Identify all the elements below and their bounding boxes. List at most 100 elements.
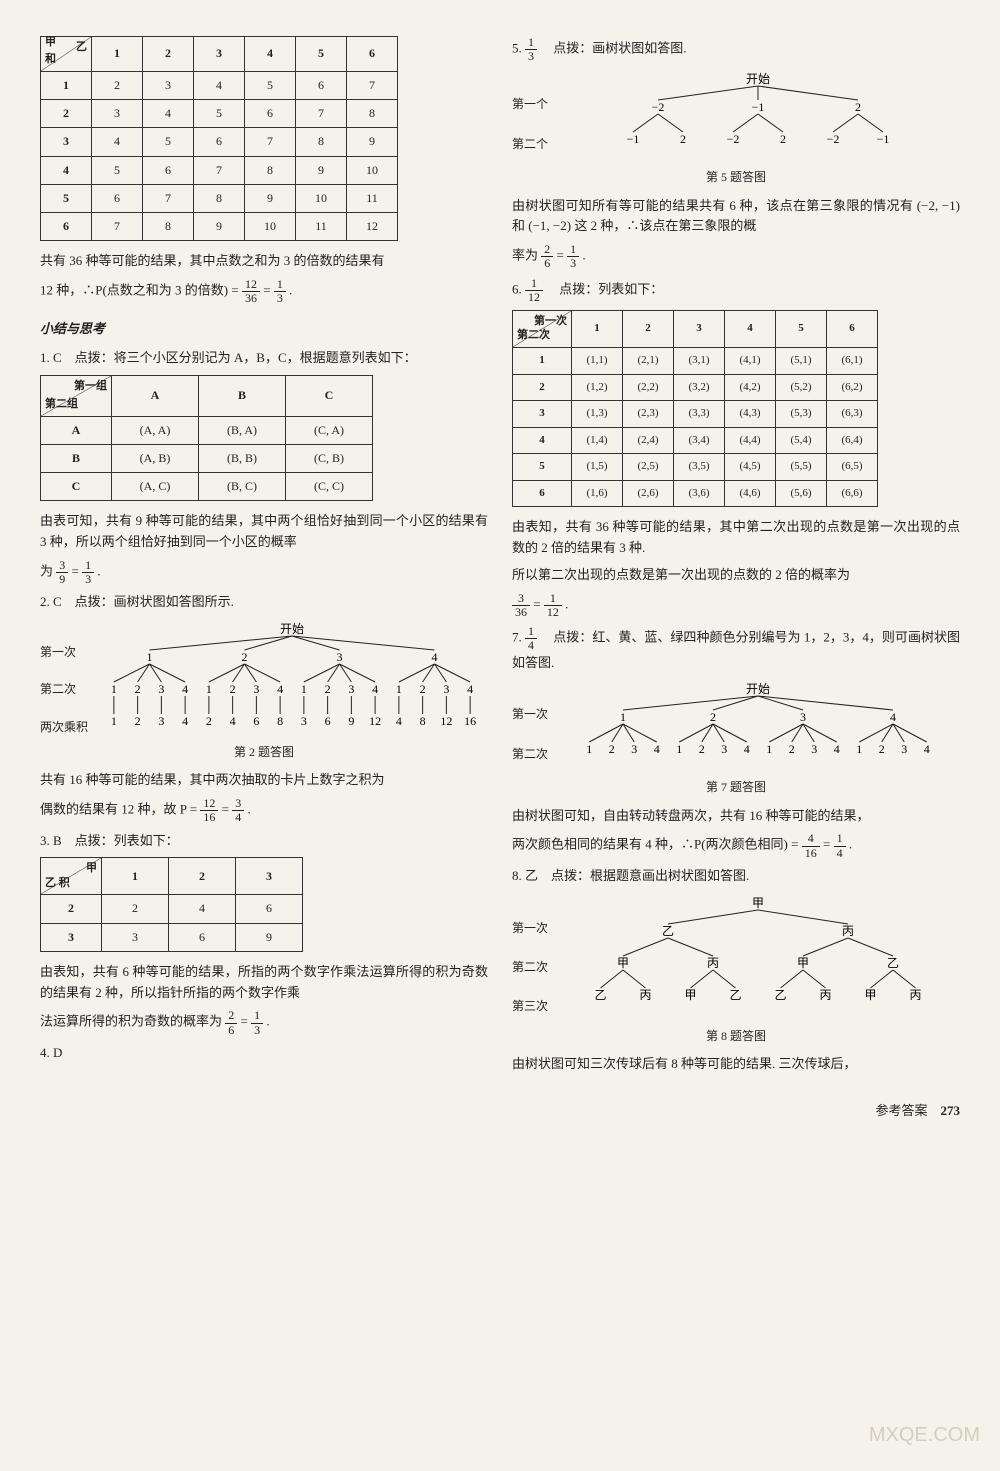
q6-note1: 由表知，共有 36 种等可能的结果，其中第二次出现的点数是第一次出现的点数的 2… — [512, 517, 960, 559]
svg-text:1: 1 — [856, 742, 862, 756]
svg-text:甲: 甲 — [684, 988, 696, 1002]
svg-text:4: 4 — [277, 682, 283, 696]
svg-text:1: 1 — [676, 742, 682, 756]
q5-note2: 率为 26 = 13 . — [512, 243, 960, 270]
q5-tree: 第一个 第二个 开始−2−12−12−22−2−1 第 5 题答图 — [512, 71, 960, 187]
svg-text:2: 2 — [206, 714, 212, 728]
svg-text:2: 2 — [230, 682, 236, 696]
q1-note2: 为 39 = 13 . — [40, 559, 488, 586]
svg-text:8: 8 — [277, 714, 283, 728]
svg-text:−1: −1 — [752, 100, 765, 114]
svg-text:2: 2 — [879, 742, 885, 756]
svg-text:2: 2 — [609, 742, 615, 756]
q7-note2: 两次颜色相同的结果有 4 种，∴P(两次颜色相同) = 416 = 14 . — [512, 832, 960, 859]
q8-tree: 第一次 第二次 第三次 甲乙丙甲丙甲乙乙丙甲乙乙丙甲丙 第 8 题答图 — [512, 895, 960, 1046]
q3-note2: 法运算所得的积为奇数的概率为 26 = 13 . — [40, 1009, 488, 1036]
svg-text:4: 4 — [467, 682, 473, 696]
svg-text:3: 3 — [158, 714, 164, 728]
q1-label: 1. C 点拨：将三个小区分别记为 A，B，C，根据题意列表如下： — [40, 348, 488, 369]
svg-text:丙: 丙 — [639, 988, 651, 1002]
q1-note1: 由表可知，共有 9 种等可能的结果，其中两个组恰好抽到同一个小区的结果有 3 种… — [40, 511, 488, 553]
svg-text:4: 4 — [396, 714, 402, 728]
svg-text:3: 3 — [800, 710, 806, 724]
svg-text:3: 3 — [348, 682, 354, 696]
svg-text:6: 6 — [325, 714, 331, 728]
svg-text:1: 1 — [206, 682, 212, 696]
t1-note2: 12 种，∴P(点数之和为 3 的倍数) = 1236 = 13 . — [40, 278, 488, 305]
svg-text:丙: 丙 — [909, 988, 921, 1002]
svg-text:3: 3 — [901, 742, 907, 756]
watermark: MXQE.COM — [869, 1419, 980, 1451]
svg-text:乙: 乙 — [729, 988, 741, 1002]
svg-text:1: 1 — [620, 710, 626, 724]
svg-text:丙: 丙 — [707, 956, 719, 970]
svg-text:4: 4 — [890, 710, 896, 724]
svg-text:开始: 开始 — [280, 622, 304, 636]
svg-text:2: 2 — [135, 714, 141, 728]
q2-label: 2. C 点拨：画树状图如答图所示. — [40, 592, 488, 613]
q7-note1: 由树状图可知，自由转动转盘两次，共有 16 种等可能的结果， — [512, 806, 960, 827]
svg-text:1: 1 — [111, 682, 117, 696]
svg-text:开始: 开始 — [746, 72, 770, 86]
svg-text:4: 4 — [834, 742, 840, 756]
svg-text:6: 6 — [253, 714, 259, 728]
svg-text:8: 8 — [420, 714, 426, 728]
q3-label: 3. B 点拨：列表如下： — [40, 831, 488, 852]
q6-note2: 所以第二次出现的点数是第一次出现的点数的 2 倍的概率为 — [512, 565, 960, 586]
svg-text:9: 9 — [348, 714, 354, 728]
svg-text:4: 4 — [654, 742, 660, 756]
svg-text:1: 1 — [586, 742, 592, 756]
svg-text:3: 3 — [631, 742, 637, 756]
q3-table: 甲乙 积 123 2246 3369 — [40, 857, 303, 951]
svg-text:4: 4 — [230, 714, 236, 728]
page-footer: 参考答案 273 — [40, 1101, 960, 1122]
svg-text:丙: 丙 — [819, 988, 831, 1002]
svg-text:12: 12 — [369, 714, 381, 728]
t1-note1: 共有 36 种等可能的结果，其中点数之和为 3 的倍数的结果有 — [40, 251, 488, 272]
svg-text:4: 4 — [372, 682, 378, 696]
svg-text:3: 3 — [253, 682, 259, 696]
svg-text:2: 2 — [242, 650, 248, 664]
svg-text:1: 1 — [766, 742, 772, 756]
sum-table: 乙甲和 123456 1234567 2345678 3456789 45678… — [40, 36, 398, 241]
q5-note1: 由树状图可知所有等可能的结果共有 6 种，该点在第三象限的情况有 (−2, −1… — [512, 196, 960, 238]
svg-text:16: 16 — [464, 714, 476, 728]
svg-text:4: 4 — [924, 742, 930, 756]
svg-text:2: 2 — [855, 100, 861, 114]
svg-text:2: 2 — [325, 682, 331, 696]
svg-text:4: 4 — [744, 742, 750, 756]
svg-text:−2: −2 — [827, 132, 840, 146]
q3-note1: 由表知，共有 6 种等可能的结果，所指的两个数字作乘法运算所得的积为奇数的结果有… — [40, 962, 488, 1004]
svg-text:乙: 乙 — [594, 988, 606, 1002]
q7-tree: 第一次 第二次 开始12341234123412341234 第 7 题答图 — [512, 681, 960, 797]
svg-text:开始: 开始 — [746, 682, 770, 696]
q4: 4. D — [40, 1043, 488, 1064]
svg-text:3: 3 — [158, 682, 164, 696]
svg-text:−2: −2 — [652, 100, 665, 114]
q8-note: 由树状图可知三次传球后有 8 种等可能的结果. 三次传球后， — [512, 1054, 960, 1075]
svg-text:3: 3 — [721, 742, 727, 756]
svg-text:12: 12 — [440, 714, 452, 728]
svg-text:1: 1 — [396, 682, 402, 696]
q5-label: 5. 13 点拨：画树状图如答图. — [512, 36, 960, 63]
svg-text:3: 3 — [811, 742, 817, 756]
svg-text:2: 2 — [789, 742, 795, 756]
q2-tree: 第一次 第二次 两次乘积 开始1234123412341234123412342… — [40, 621, 488, 762]
svg-text:2: 2 — [680, 132, 686, 146]
q2-note1: 共有 16 种等可能的结果，其中两次抽取的卡片上数字之积为 — [40, 770, 488, 791]
q1-table: 第一组第二组 ABC A(A, A)(B, A)(C, A) B(A, B)(B… — [40, 375, 373, 502]
svg-text:甲: 甲 — [752, 896, 764, 910]
q6-note3: 336 = 112 . — [512, 592, 960, 619]
svg-text:1: 1 — [111, 714, 117, 728]
q6-label: 6. 112 点拨：列表如下： — [512, 277, 960, 304]
svg-text:3: 3 — [301, 714, 307, 728]
q8-label: 8. 乙 点拨：根据题意画出树状图如答图. — [512, 866, 960, 887]
svg-text:甲: 甲 — [617, 956, 629, 970]
svg-text:2: 2 — [710, 710, 716, 724]
svg-text:−2: −2 — [727, 132, 740, 146]
svg-text:乙: 乙 — [774, 988, 786, 1002]
q2-note2: 偶数的结果有 12 种，故 P = 1216 = 34 . — [40, 797, 488, 824]
svg-text:乙: 乙 — [662, 924, 674, 938]
svg-text:4: 4 — [182, 682, 188, 696]
svg-text:1: 1 — [301, 682, 307, 696]
